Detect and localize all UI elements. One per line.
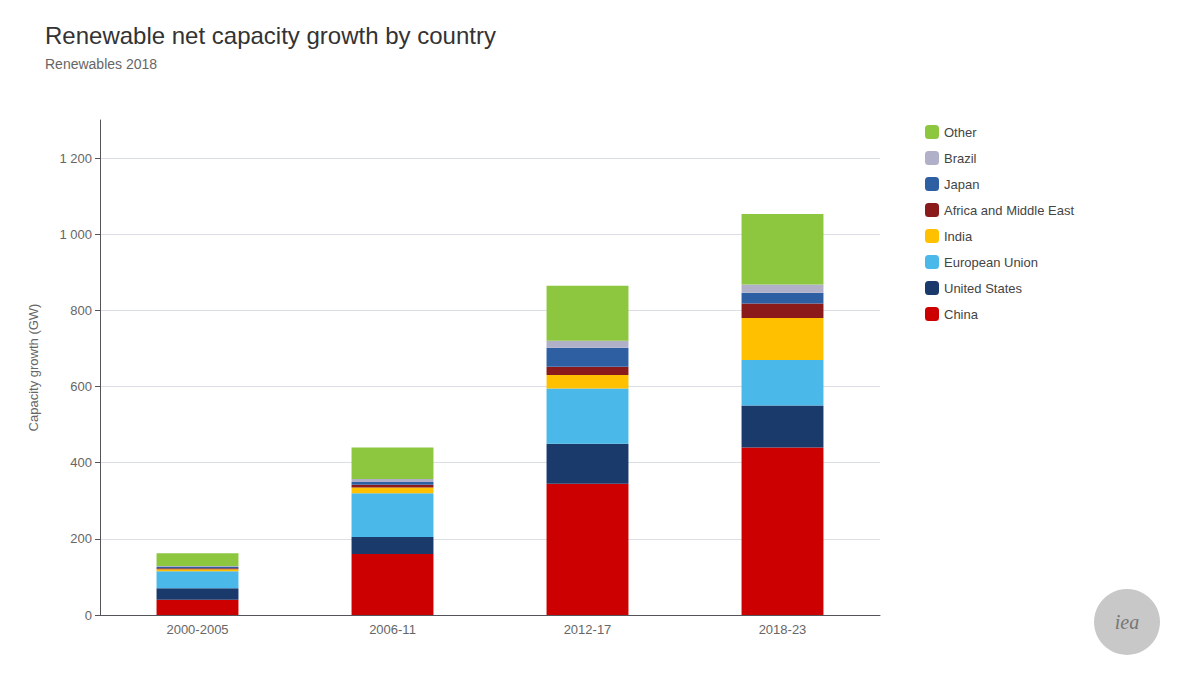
svg-text:2006-11: 2006-11	[369, 622, 416, 637]
svg-text:800: 800	[70, 303, 92, 318]
svg-text:2012-17: 2012-17	[564, 622, 612, 637]
svg-text:Renewable net capacity growth: Renewable net capacity growth by country	[45, 22, 496, 49]
svg-text:0: 0	[85, 608, 92, 623]
svg-text:Capacity growth (GW): Capacity growth (GW)	[26, 304, 41, 432]
svg-text:Other: Other	[944, 125, 977, 140]
svg-text:2018-23: 2018-23	[759, 622, 807, 637]
svg-text:Renewables 2018: Renewables 2018	[45, 56, 157, 72]
svg-text:China: China	[944, 307, 979, 322]
svg-text:Africa and Middle East: Africa and Middle East	[944, 203, 1074, 218]
svg-text:European Union: European Union	[944, 255, 1038, 270]
svg-text:Brazil: Brazil	[944, 151, 977, 166]
svg-text:India: India	[944, 229, 973, 244]
svg-text:1 000: 1 000	[59, 227, 92, 242]
svg-text:Japan: Japan	[944, 177, 979, 192]
svg-text:600: 600	[70, 379, 92, 394]
svg-text:1 200: 1 200	[59, 151, 92, 166]
svg-text:iea: iea	[1115, 611, 1139, 633]
svg-text:200: 200	[70, 531, 92, 546]
svg-text:400: 400	[70, 455, 92, 470]
svg-text:2000-2005: 2000-2005	[166, 622, 228, 637]
svg-text:United States: United States	[944, 281, 1023, 296]
